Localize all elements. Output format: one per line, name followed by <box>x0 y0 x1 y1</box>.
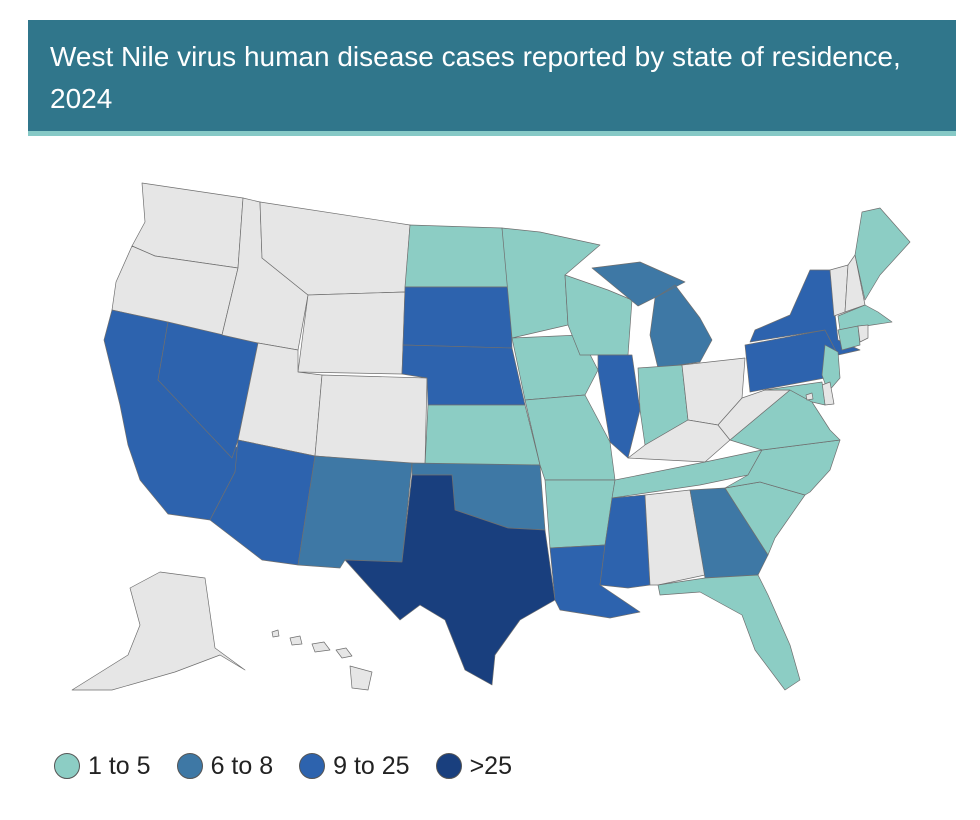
title-banner: West Nile virus human disease cases repo… <box>28 20 956 136</box>
legend-swatch <box>435 753 462 779</box>
state-north-carolina[interactable] <box>724 439 841 496</box>
state-connecticut[interactable] <box>837 325 861 351</box>
state-district-of-columbia[interactable] <box>805 392 814 401</box>
state-wyoming[interactable] <box>297 291 406 375</box>
legend-item-9-to-25: 9 to 25 <box>299 751 410 781</box>
state-arkansas[interactable] <box>544 479 616 549</box>
state-kansas[interactable] <box>424 404 541 466</box>
legend-label: 9 to 25 <box>333 751 410 780</box>
state-michigan[interactable] <box>591 261 713 369</box>
legend-swatch <box>176 753 203 779</box>
legend-item-over-25: >25 <box>435 751 512 781</box>
state-rhode-island[interactable] <box>857 324 869 343</box>
state-alaska[interactable] <box>71 571 246 691</box>
state-maine[interactable] <box>854 207 911 301</box>
state-north-dakota[interactable] <box>404 224 511 288</box>
state-texas[interactable] <box>344 474 556 686</box>
state-hawaii[interactable] <box>271 629 373 691</box>
legend-label: >25 <box>469 751 512 780</box>
state-new-jersey[interactable] <box>821 344 841 393</box>
legend-item-1-to-5: 1 to 5 <box>54 752 151 781</box>
legend-label: 6 to 8 <box>210 751 274 780</box>
legend: 1 to 5 6 to 8 9 to 25 >25 <box>54 748 538 784</box>
state-colorado[interactable] <box>314 374 428 466</box>
state-georgia[interactable] <box>689 487 769 579</box>
state-iowa[interactable] <box>511 334 599 401</box>
legend-label: 1 to 5 <box>88 751 151 780</box>
map-title: West Nile virus human disease cases repo… <box>50 41 901 114</box>
legend-swatch <box>299 753 326 779</box>
state-florida[interactable] <box>657 574 801 691</box>
legend-swatch <box>54 753 80 779</box>
state-south-dakota[interactable] <box>402 286 513 349</box>
legend-item-6-to-8: 6 to 8 <box>176 751 274 781</box>
state-new-mexico[interactable] <box>297 455 413 569</box>
state-alabama[interactable] <box>644 489 706 586</box>
